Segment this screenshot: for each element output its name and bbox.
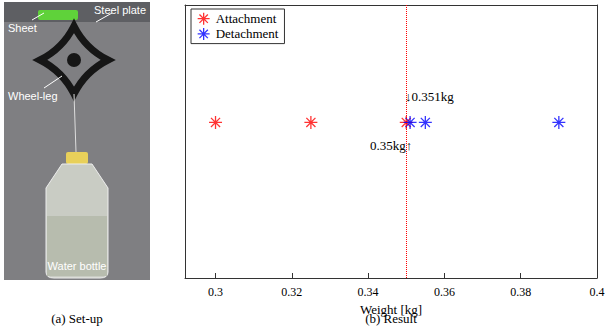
svg-text:Wheel-leg: Wheel-leg: [8, 90, 58, 102]
svg-text:0.34: 0.34: [358, 285, 379, 299]
svg-text:Sheet: Sheet: [8, 22, 37, 34]
svg-text:Steel plate: Steel plate: [94, 4, 146, 16]
svg-text:0.32: 0.32: [281, 285, 302, 299]
svg-text:0.38: 0.38: [510, 285, 531, 299]
svg-text:Water bottle: Water bottle: [48, 260, 107, 272]
svg-text:Detachment: Detachment: [216, 26, 279, 41]
svg-text:Attachment: Attachment: [216, 11, 277, 26]
svg-text:0.35kg↑: 0.35kg↑: [370, 138, 412, 153]
svg-text:0.36: 0.36: [434, 285, 455, 299]
svg-text:↓0.351kg: ↓0.351kg: [405, 89, 454, 104]
svg-text:0.3: 0.3: [208, 285, 223, 299]
svg-text:0.4: 0.4: [590, 285, 605, 299]
